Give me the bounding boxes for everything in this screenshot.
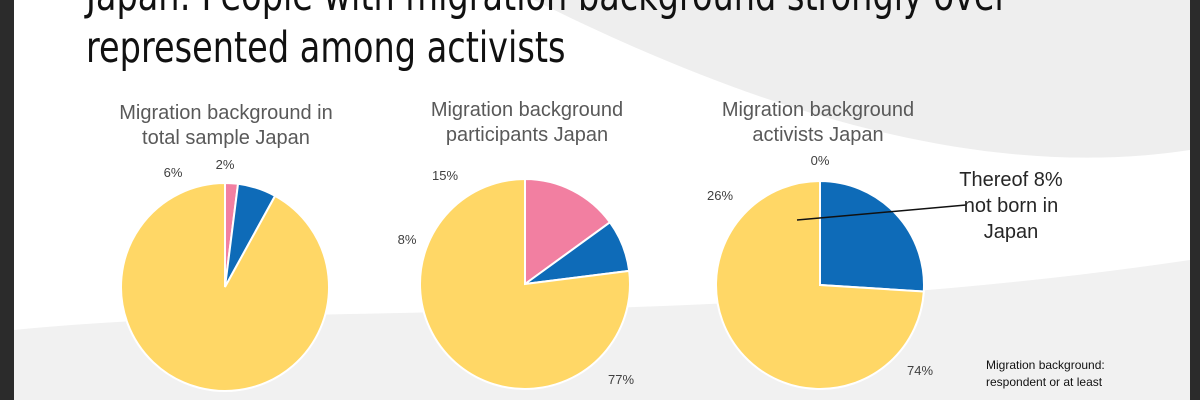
- footnote: Migration background: respondent or at l…: [986, 357, 1176, 391]
- annotation-line-1: Thereof 8%: [959, 169, 1063, 191]
- chart-2-label-1: 15%: [432, 168, 458, 183]
- chart-2-slice-3: [419, 177, 631, 390]
- chart-3-title-line-2: activists Japan: [752, 124, 884, 146]
- chart-3-title-line-1: Migration background: [721, 99, 915, 121]
- chart-1-slice-3: [120, 181, 330, 392]
- slide: Japan: People with migration background …: [14, 0, 1190, 400]
- chart-1-title-line-2: total sample Japan: [142, 127, 310, 149]
- chart-2-title-line-2: participants Japan: [445, 124, 609, 146]
- title-line-1: Japan: People with migration background …: [86, 0, 1008, 22]
- chart-1-title-line-1: Migration background in: [119, 102, 333, 124]
- title-line-2: represented among activists: [86, 23, 566, 73]
- chart-2-title: Migration background participants Japan: [377, 98, 677, 148]
- chart-3-label-2: 26%: [707, 188, 733, 203]
- chart-3-label-3: 74%: [907, 363, 933, 378]
- chart-1-label-1: 2%: [216, 157, 235, 172]
- chart-1-label-2: 6%: [164, 165, 183, 180]
- callout-leader-line: [796, 204, 967, 221]
- chart-2-title-line-1: Migration background: [430, 99, 624, 121]
- chart-3-title: Migration background activists Japan: [668, 98, 968, 148]
- annotation-line-3: Japan: [983, 221, 1039, 243]
- chart-1-title: Migration background in total sample Jap…: [76, 101, 376, 151]
- pie-charts: 2% 6% 15% 8% 77% 0% 26% 74%: [120, 153, 967, 392]
- chart-3-slice-3: [715, 179, 925, 390]
- slide-title: Japan: People with migration background …: [86, 0, 1008, 74]
- chart-2-slice-1: [524, 177, 612, 286]
- chart-3-slice-2: [819, 179, 925, 293]
- annotation-callout: Thereof 8% not born in Japan: [926, 167, 1096, 245]
- footnote-line-1: Migration background:: [986, 358, 1105, 372]
- chart-2-label-3: 77%: [608, 372, 634, 387]
- chart-3-label-1: 0%: [811, 153, 830, 168]
- annotation-line-2: not born in: [963, 195, 1059, 217]
- chart-2-label-2: 8%: [398, 232, 417, 247]
- footnote-line-2: respondent or at least: [986, 375, 1103, 389]
